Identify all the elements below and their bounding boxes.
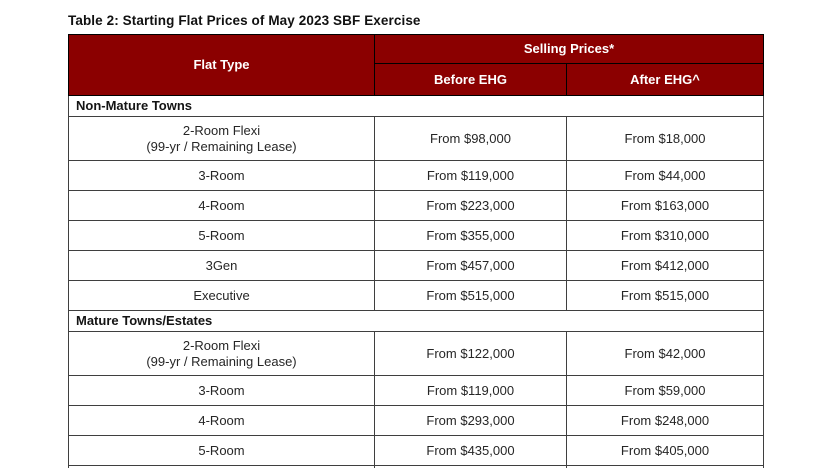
before-ehg-cell: From $355,000 xyxy=(374,220,567,251)
flat-type-cell: 3Gen xyxy=(68,250,375,281)
before-ehg-cell: From $293,000 xyxy=(374,405,567,436)
before-ehg-cell: From $98,000 xyxy=(374,116,567,161)
flat-type-cell: 2-Room Flexi (99-yr / Remaining Lease) xyxy=(68,116,375,161)
flat-type-cell: Executive xyxy=(68,280,375,311)
table-row: 4-Room From $293,000 From $248,000 xyxy=(68,405,765,436)
table-row: 3Gen From $457,000 From $412,000 xyxy=(68,250,765,281)
before-ehg-cell: From $223,000 xyxy=(374,190,567,221)
after-ehg-cell: From $515,000 xyxy=(565,280,765,311)
table-row: 3-Room From $119,000 From $59,000 xyxy=(68,375,765,406)
section-row-mature: Mature Towns/Estates xyxy=(67,310,765,332)
table-row: 5-Room From $435,000 From $405,000 xyxy=(68,435,765,466)
flat-type-main: 2-Room Flexi xyxy=(182,337,261,353)
before-ehg-cell: From $515,000 xyxy=(374,280,567,311)
section-row-non-mature: Non-Mature Towns xyxy=(67,95,765,117)
before-ehg-cell: From $122,000 xyxy=(374,331,567,376)
flat-type-sub: (99-yr / Remaining Lease) xyxy=(146,138,297,154)
section-label: Non-Mature Towns xyxy=(67,95,765,117)
after-ehg-cell: From $248,000 xyxy=(565,405,765,436)
before-ehg-cell: From $119,000 xyxy=(374,375,567,406)
flat-type-cell: 5-Room xyxy=(68,220,375,251)
table-row: 4-Room From $223,000 From $163,000 xyxy=(68,190,765,221)
before-ehg-cell: From $435,000 xyxy=(374,435,567,466)
after-ehg-cell xyxy=(565,465,765,468)
table-row: Executive From $515,000 From $515,000 xyxy=(68,280,765,311)
flat-type-cell: 3-Room xyxy=(68,160,375,191)
header-row-sub: Before EHG After EHG^ xyxy=(69,63,765,96)
before-ehg-cell: From $119,000 xyxy=(374,160,567,191)
after-ehg-cell: From $59,000 xyxy=(565,375,765,406)
after-ehg-cell: From $44,000 xyxy=(565,160,765,191)
after-ehg-column-header: After EHG^ xyxy=(565,63,765,96)
sbf-flat-prices-table: Flat Type Selling Prices* Before EHG Aft… xyxy=(67,34,765,468)
table-row-partial xyxy=(68,465,765,468)
flat-type-cell: 2-Room Flexi (99-yr / Remaining Lease) xyxy=(68,331,375,376)
after-ehg-cell: From $42,000 xyxy=(565,331,765,376)
before-ehg-cell: From $457,000 xyxy=(374,250,567,281)
after-ehg-cell: From $412,000 xyxy=(565,250,765,281)
flat-type-cell: 5-Room xyxy=(68,435,375,466)
table-row: 5-Room From $355,000 From $310,000 xyxy=(68,220,765,251)
table-title: Table 2: Starting Flat Prices of May 202… xyxy=(68,13,421,28)
after-ehg-cell: From $405,000 xyxy=(565,435,765,466)
before-ehg-column-header: Before EHG xyxy=(374,63,567,96)
flat-type-cell: 4-Room xyxy=(68,405,375,436)
table-row: 2-Room Flexi (99-yr / Remaining Lease) F… xyxy=(68,331,765,376)
flat-type-column-header: Flat Type xyxy=(68,34,375,96)
flat-type-sub: (99-yr / Remaining Lease) xyxy=(146,353,297,369)
table-row: 3-Room From $119,000 From $44,000 xyxy=(68,160,765,191)
selling-prices-column-header: Selling Prices* xyxy=(373,34,765,64)
flat-type-cell: 4-Room xyxy=(68,190,375,221)
document-page: Table 2: Starting Flat Prices of May 202… xyxy=(0,13,830,468)
flat-type-cell: 3-Room xyxy=(68,375,375,406)
header-row-top: Flat Type Selling Prices* xyxy=(68,34,765,96)
table-row: 2-Room Flexi (99-yr / Remaining Lease) F… xyxy=(68,116,765,161)
flat-type-main: 2-Room Flexi xyxy=(182,122,261,138)
after-ehg-cell: From $163,000 xyxy=(565,190,765,221)
after-ehg-cell: From $18,000 xyxy=(565,116,765,161)
section-label: Mature Towns/Estates xyxy=(67,310,765,332)
after-ehg-cell: From $310,000 xyxy=(565,220,765,251)
